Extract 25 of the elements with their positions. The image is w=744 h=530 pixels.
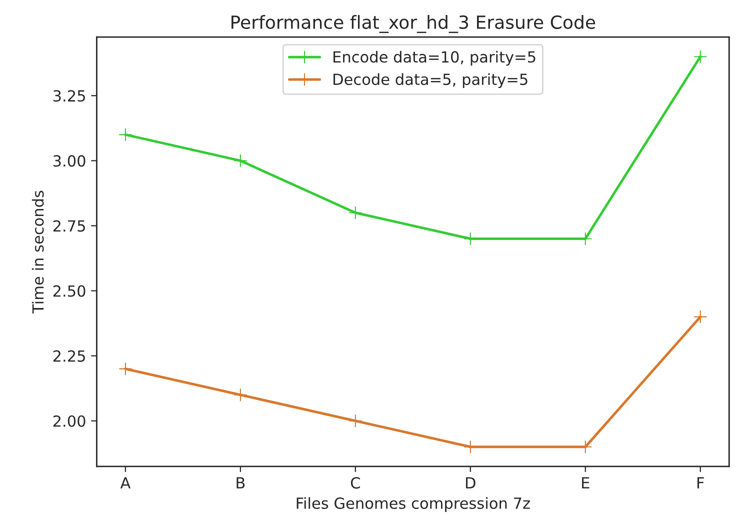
x-axis-title: Files Genomes compression 7z (296, 497, 530, 512)
y-axis-title: Time in seconds (32, 190, 44, 314)
y-tick-label: 2.50 (53, 285, 86, 297)
point (348, 206, 362, 220)
y-tick-label: 3.00 (53, 155, 86, 167)
point (118, 128, 132, 142)
y-tick-label: 2.25 (53, 350, 85, 362)
point (234, 388, 248, 402)
point (694, 50, 708, 64)
y-tick-label: 2.00 (53, 415, 86, 427)
x-tick-label: A (120, 477, 131, 488)
x-tick-label: B (236, 477, 245, 488)
chart-title: Performance flat_xor_hd_3 Erasure Code (232, 15, 596, 34)
point (234, 154, 248, 168)
x-tick-label: E (582, 477, 590, 488)
legend-label: Encode data=10, parity=5 (334, 50, 536, 66)
y-tick-label: 2.75 (53, 220, 85, 232)
x-tick-label: D (466, 477, 476, 488)
y-tick-label: 3.25 (53, 90, 85, 102)
point (348, 414, 362, 428)
x-tick-label: C (350, 477, 360, 489)
x-tick-label: F (697, 477, 704, 488)
point (118, 362, 132, 376)
legend-label: Decode data=5, parity=5 (334, 73, 528, 88)
point (694, 310, 708, 324)
